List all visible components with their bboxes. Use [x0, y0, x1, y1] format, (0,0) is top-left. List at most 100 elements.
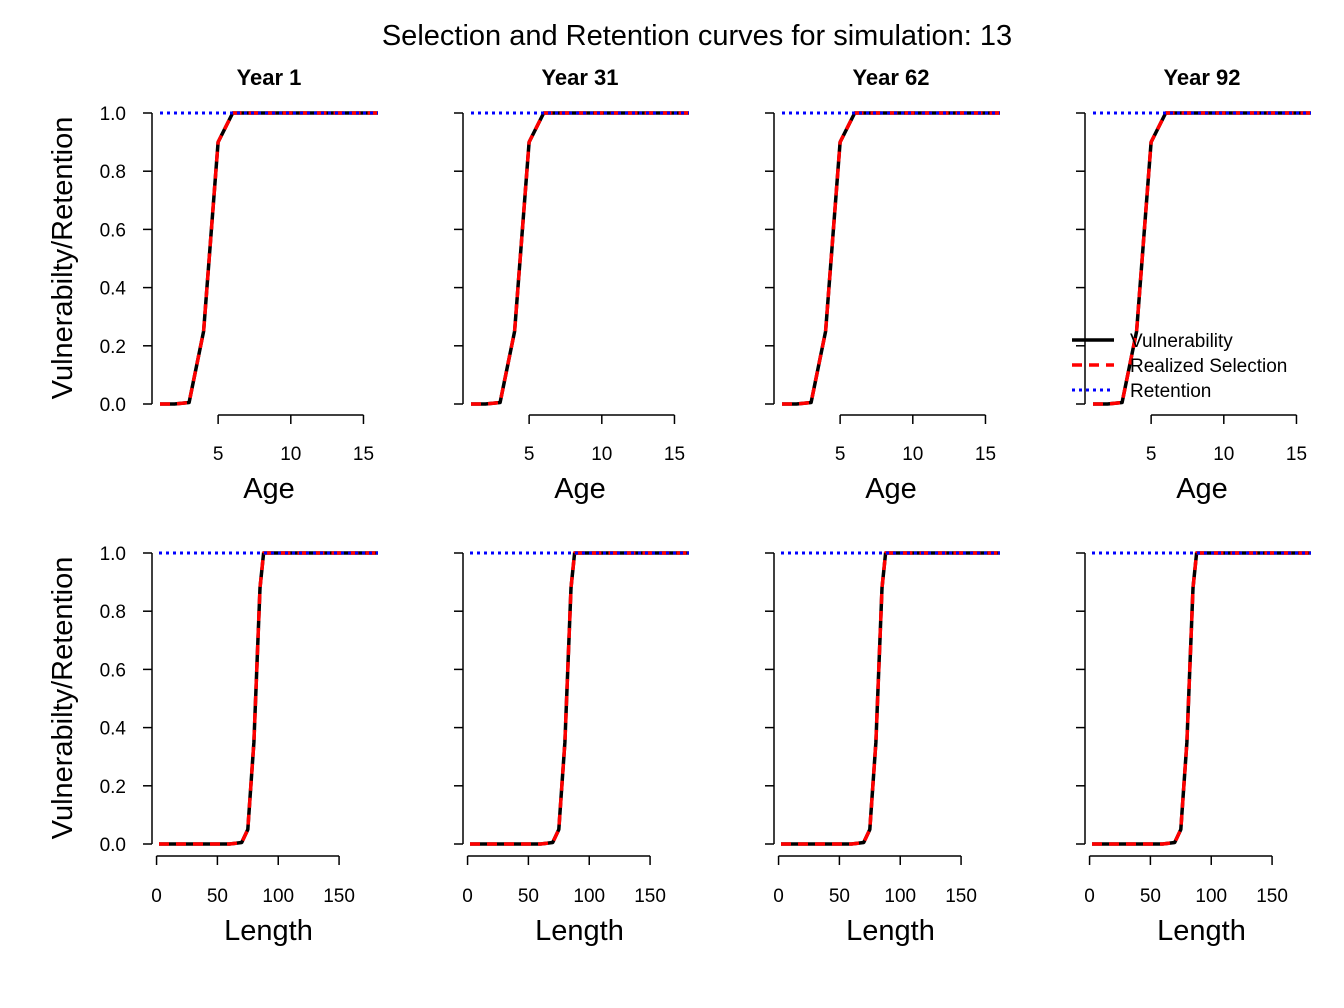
legend-entry-label: Realized Selection	[1130, 356, 1287, 377]
panel-3: Year 62 5 10 15 Age	[765, 65, 1000, 505]
series-lines	[1093, 111, 1311, 406]
y-axis: 0.0 0.2 0.4 0.6 0.8 1.0	[100, 104, 153, 416]
series-line-vulnerability	[470, 551, 689, 846]
x-tick-label: 15	[664, 444, 685, 465]
x-tick-label: 10	[591, 444, 612, 465]
panel-6: 0 50 100 150 Length	[454, 551, 689, 947]
x-tick-label: 5	[835, 444, 846, 465]
x-tick-label: 100	[573, 886, 605, 907]
series-line-vulnerability	[160, 111, 378, 406]
y-axis	[1076, 112, 1086, 405]
x-tick-label: 150	[945, 886, 977, 907]
series-lines	[471, 111, 689, 406]
legend: Vulnerability Realized Selection Retention	[1072, 331, 1287, 402]
x-axis: 0 50 100 150	[151, 855, 355, 907]
y-tick-label: 0.0	[100, 835, 126, 856]
x-tick-label: 50	[829, 886, 850, 907]
y-axis	[454, 112, 464, 405]
x-axis: 5 10 15	[213, 414, 374, 465]
x-axis: 5 10 15	[835, 414, 996, 465]
y-tick-label: 1.0	[100, 544, 126, 565]
series-line-vulnerability	[159, 551, 378, 846]
x-tick-label: 10	[280, 444, 301, 465]
y-tick-label: 0.0	[100, 395, 126, 416]
x-axis-label: Length	[535, 915, 624, 947]
figure-title: Selection and Retention curves for simul…	[382, 20, 1012, 52]
x-tick-label: 0	[1084, 886, 1095, 907]
x-axis: 5 10 15	[1146, 414, 1307, 465]
series-line-realized-selection	[1093, 111, 1311, 406]
series-line-realized-selection	[160, 111, 378, 406]
y-tick-label: 0.6	[100, 220, 126, 241]
series-lines	[782, 111, 1000, 406]
x-tick-label: 5	[524, 444, 535, 465]
series-line-vulnerability	[782, 111, 1000, 406]
x-tick-label: 0	[151, 886, 162, 907]
panel-2: Year 31 5 10 15 Age	[454, 65, 689, 505]
panel-5: 0.0 0.2 0.4 0.6 0.8 1.0 Vulnerabilty/Retention…	[47, 544, 378, 947]
x-tick-label: 50	[518, 886, 539, 907]
series-lines	[470, 551, 689, 846]
y-axis	[454, 552, 464, 845]
y-axis-label: Vulnerabilty/Retention	[47, 117, 79, 400]
legend-entry-label: Vulnerability	[1130, 331, 1233, 352]
y-tick-label: 0.2	[100, 337, 126, 358]
y-tick-label: 0.8	[100, 162, 126, 183]
x-axis-label: Age	[865, 473, 917, 505]
x-tick-label: 5	[213, 444, 224, 465]
y-tick-label: 0.2	[100, 777, 126, 798]
x-tick-label: 100	[262, 886, 294, 907]
series-lines	[159, 551, 378, 846]
x-tick-label: 100	[1195, 886, 1227, 907]
panel-8: 0 50 100 150 Length	[1076, 551, 1311, 947]
x-axis-label: Age	[243, 473, 295, 505]
legend-entry-label: Retention	[1130, 381, 1211, 402]
x-axis-label: Age	[1176, 473, 1228, 505]
x-tick-label: 0	[462, 886, 473, 907]
x-tick-label: 150	[1256, 886, 1288, 907]
x-tick-label: 100	[884, 886, 916, 907]
x-axis-label: Length	[224, 915, 313, 947]
panel-7: 0 50 100 150 Length	[765, 551, 1000, 947]
y-axis	[765, 112, 775, 405]
series-lines	[781, 551, 1000, 846]
series-line-vulnerability	[781, 551, 1000, 846]
x-tick-label: 10	[1213, 444, 1234, 465]
y-axis	[1076, 552, 1086, 845]
x-axis: 0 50 100 150	[462, 855, 666, 907]
panel-1: Year 1 0.0 0.2 0.4 0.6 0.8 1.0 Vulnerabilty/Ret…	[47, 65, 378, 505]
x-axis: 5 10 15	[524, 414, 685, 465]
series-line-realized-selection	[1092, 551, 1311, 846]
y-axis: 0.0 0.2 0.4 0.6 0.8 1.0	[100, 544, 153, 856]
series-line-vulnerability	[471, 111, 689, 406]
x-tick-label: 15	[1286, 444, 1307, 465]
x-tick-label: 0	[773, 886, 784, 907]
y-tick-label: 0.8	[100, 602, 126, 623]
panel-title: Year 31	[541, 65, 618, 90]
x-axis: 0 50 100 150	[773, 855, 977, 907]
series-line-realized-selection	[782, 111, 1000, 406]
panel-title: Year 62	[852, 65, 929, 90]
x-tick-label: 50	[207, 886, 228, 907]
series-lines	[160, 111, 378, 406]
panel-title: Year 1	[237, 65, 302, 90]
panel-title: Year 92	[1163, 65, 1240, 90]
panels-grid: Year 1 0.0 0.2 0.4 0.6 0.8 1.0 Vulnerabilty/Ret…	[47, 65, 1311, 947]
series-line-realized-selection	[471, 111, 689, 406]
series-lines	[1092, 551, 1311, 846]
series-line-vulnerability	[1092, 551, 1311, 846]
panel-4: Year 92 5 10 15 Age	[1076, 65, 1311, 505]
series-line-realized-selection	[470, 551, 689, 846]
series-line-realized-selection	[159, 551, 378, 846]
x-axis: 0 50 100 150	[1084, 855, 1288, 907]
series-line-realized-selection	[781, 551, 1000, 846]
y-tick-label: 0.4	[100, 719, 127, 740]
x-tick-label: 15	[975, 444, 996, 465]
x-tick-label: 10	[902, 444, 923, 465]
y-tick-label: 0.6	[100, 660, 126, 681]
y-tick-label: 0.4	[100, 279, 127, 300]
x-tick-label: 5	[1146, 444, 1157, 465]
x-tick-label: 15	[353, 444, 374, 465]
x-tick-label: 150	[323, 886, 355, 907]
